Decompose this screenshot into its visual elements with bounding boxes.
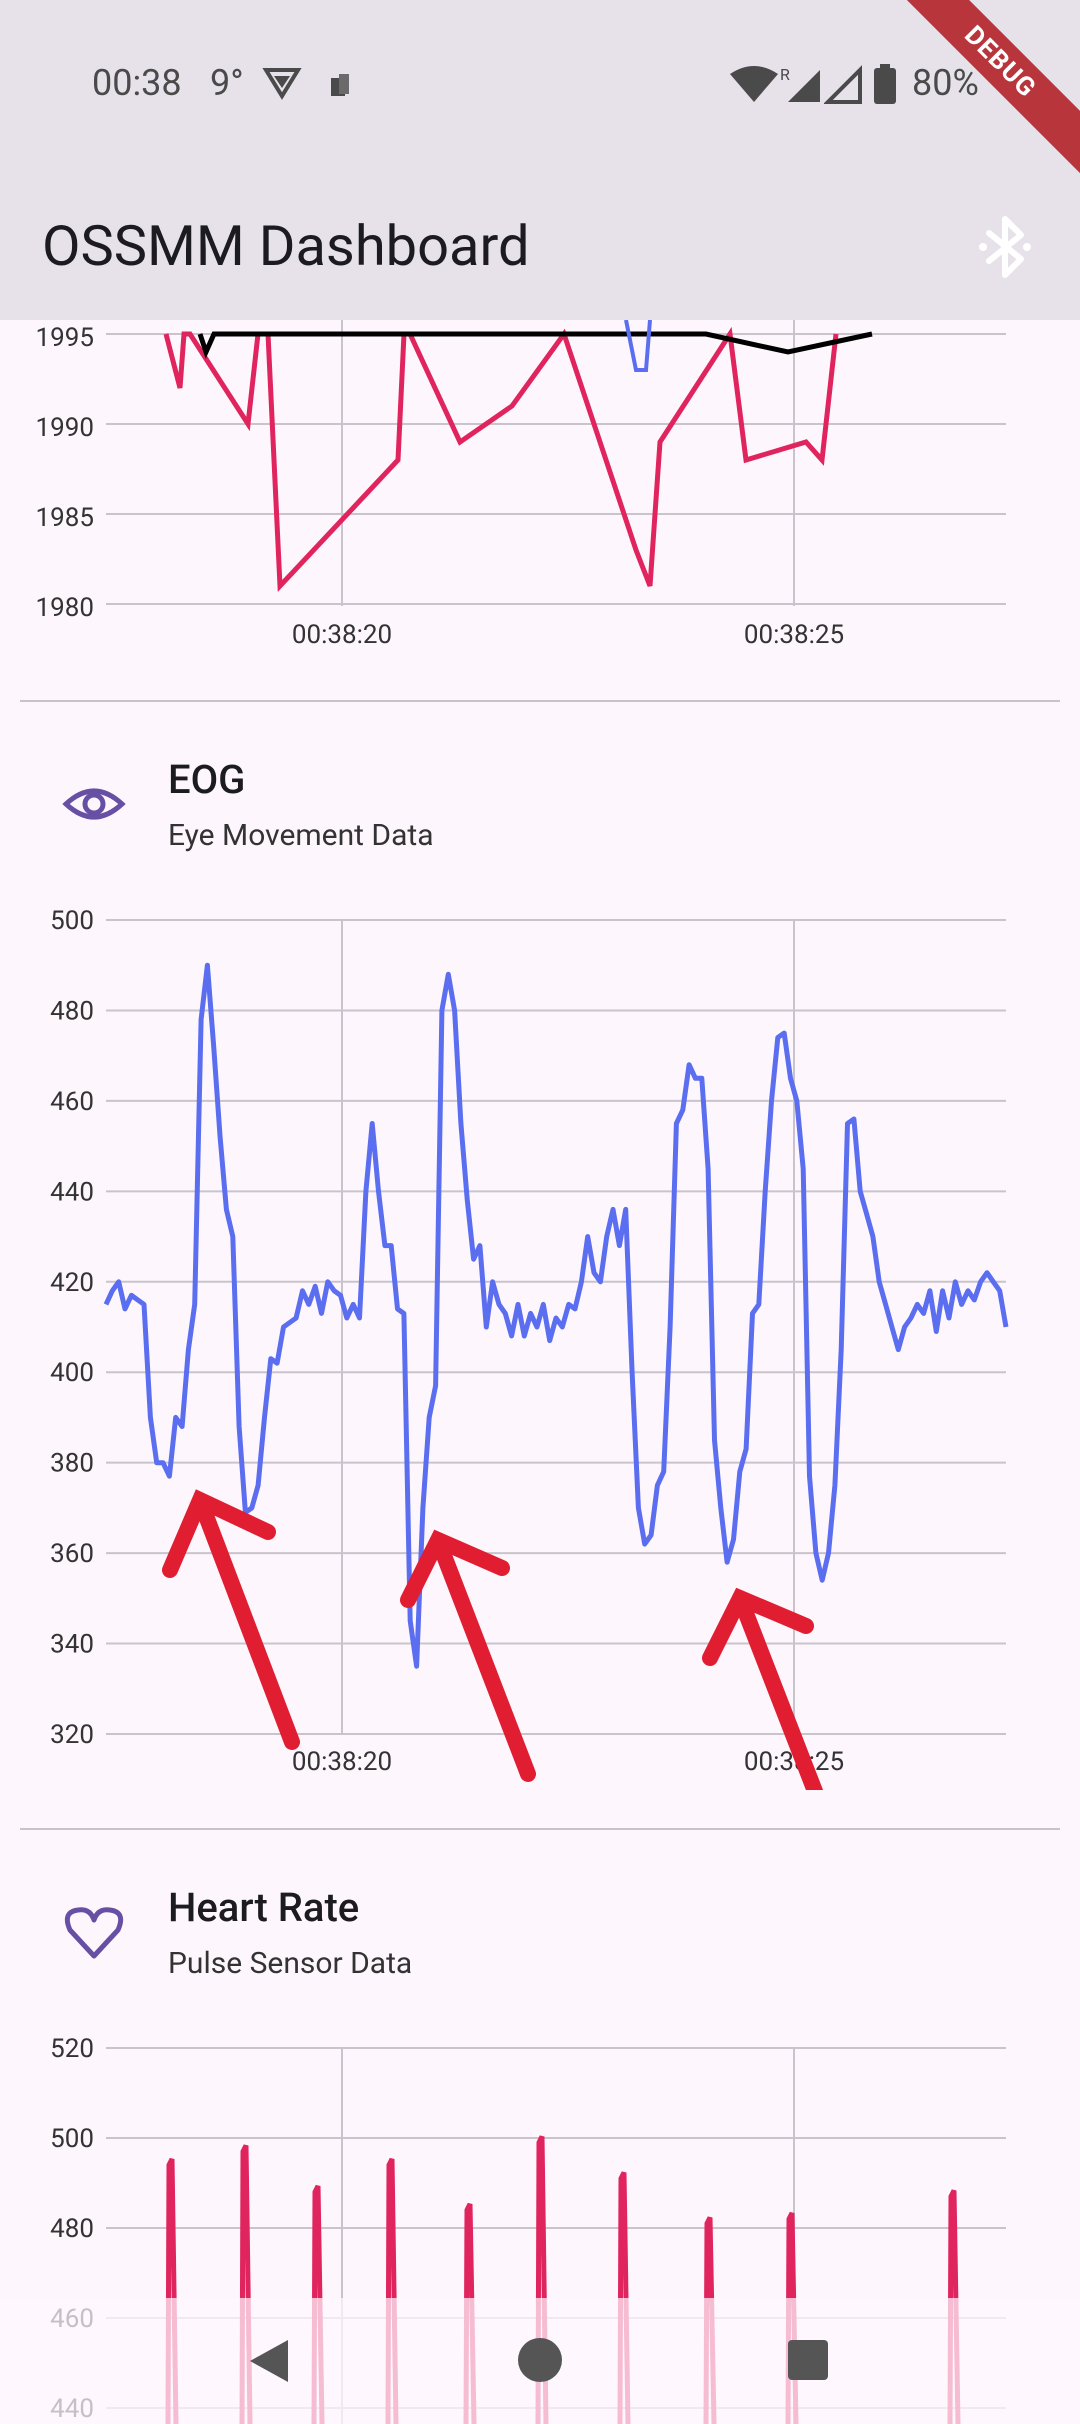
notification-icon [331,74,349,96]
eog-title: EOG [168,756,246,803]
y-tick-label: 320 [50,1720,94,1750]
status-time: 00:38 [92,62,182,104]
y-tick-label: 500 [50,2124,94,2154]
x-tick-label: 00:38:25 [744,620,844,650]
y-tick-label: 420 [50,1268,94,1298]
vpn-shield-icon [262,68,302,100]
status-bar: 00:38 9° R 80% DEBUG [0,0,1080,184]
heart-subtitle: Pulse Sensor Data [168,1946,413,1981]
wifi-icon [730,66,778,102]
y-tick-label: 460 [50,1087,94,1117]
annotation-arrow [400,1529,536,1782]
heart-icon [64,1907,124,1959]
svg-text:R: R [780,65,790,84]
series-line-blue [624,320,652,372]
debug-banner: DEBUG [878,0,1080,184]
annotation-arrow [702,1587,824,1790]
y-tick-label: 400 [50,1358,94,1388]
y-tick-label: 480 [50,2214,94,2244]
page-title: OSSMM Dashboard [42,213,530,279]
y-tick-label: 340 [50,1630,94,1660]
battery-percent: 80% [912,62,979,104]
y-tick-label: 1980 [36,593,94,623]
pulse-peak [165,2157,179,2424]
pulse-peak [239,2144,253,2424]
y-tick-label: 500 [50,906,94,936]
signal-icon [824,65,862,104]
signal-r-icon: R [780,65,820,102]
back-icon[interactable] [246,2336,290,2386]
y-tick-label: 1995 [36,323,94,353]
eog-subtitle: Eye Movement Data [168,818,434,853]
heart-title: Heart Rate [168,1884,360,1931]
y-tick-label: 520 [50,2034,94,2064]
eye-icon [62,788,126,820]
navigation-bar [0,2298,1080,2424]
bluetooth-icon[interactable] [975,215,1035,279]
annotation-arrow [162,1489,300,1750]
y-tick-label: 360 [50,1539,94,1569]
pulse-peak [535,2135,549,2424]
divider [20,1828,1060,1830]
battery-saver-icon [874,64,896,104]
eog-series-line [103,962,1009,1669]
app-bar: OSSMM Dashboard [0,175,1080,320]
x-tick-label: 00:38:20 [292,1747,392,1777]
y-tick-label: 1985 [36,503,94,533]
y-tick-label: 440 [50,1177,94,1207]
series-line-pink [163,326,839,593]
x-tick-label: 00:38:20 [292,620,392,650]
y-tick-label: 480 [50,996,94,1026]
y-tick-label: 1990 [36,413,94,443]
series-line-black [197,331,873,359]
status-temperature: 9° [210,62,244,104]
divider [20,700,1060,702]
home-icon[interactable] [516,2336,564,2384]
pulse-peak [385,2157,399,2424]
y-tick-label: 380 [50,1449,94,1479]
recents-icon[interactable] [786,2338,830,2382]
chart-top: 1995 1990 1985 1980 00:38:20 00:38:25 [36,320,1006,650]
